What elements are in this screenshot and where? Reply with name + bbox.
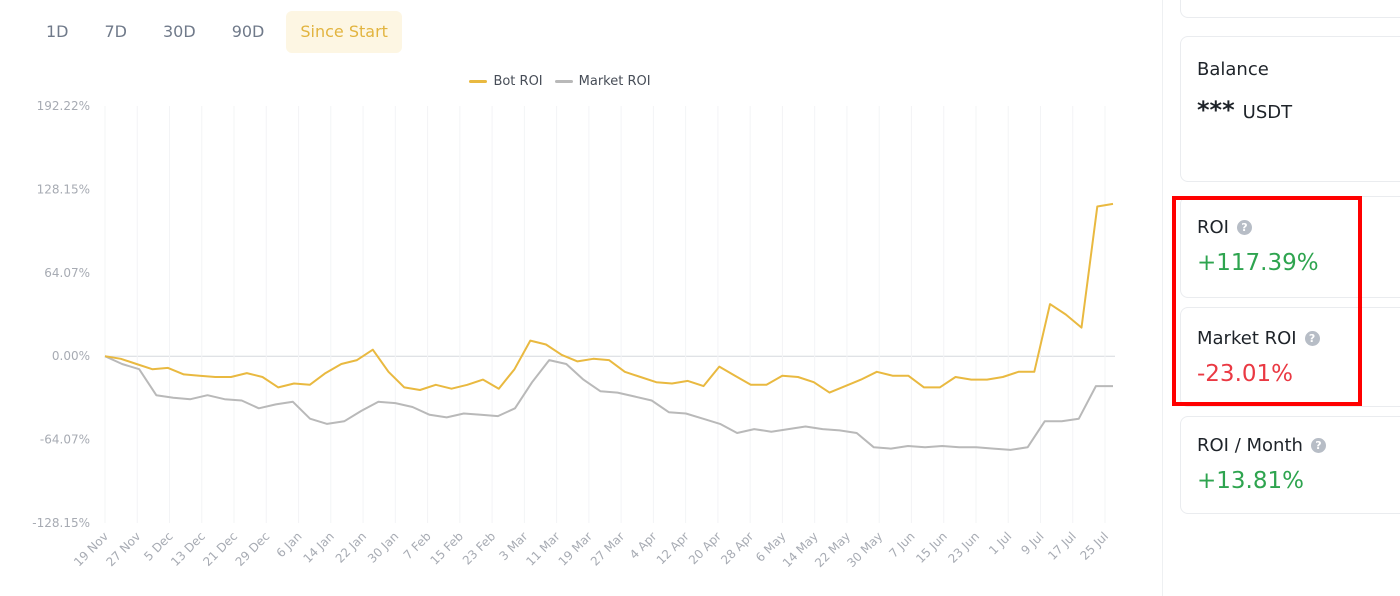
roi-month-label: ROI / Month <box>1197 435 1303 456</box>
x-tick-label: 11 Mar <box>523 529 562 568</box>
tab-90d[interactable]: 90D <box>231 22 265 41</box>
roi-card: ROI ? +117.39% <box>1180 196 1400 298</box>
highlight-box <box>1172 196 1362 406</box>
x-tick-label: 15 Jun <box>913 529 950 566</box>
x-tick-label: 30 Jan <box>365 529 401 565</box>
x-tick-label: 28 Apr <box>718 529 756 567</box>
market-roi-label: Market ROI <box>1197 328 1297 349</box>
x-tick-label: 29 Dec <box>233 529 273 569</box>
tab-7d[interactable]: 7D <box>104 22 128 41</box>
tab-30d[interactable]: 30D <box>163 22 196 41</box>
x-tick-label: 21 Dec <box>200 529 240 569</box>
x-tick-label: 13 Dec <box>168 529 208 569</box>
top-card-partial <box>1180 0 1400 18</box>
balance-value: *** USDT <box>1197 96 1400 124</box>
balance-unit: USDT <box>1242 102 1293 123</box>
x-tick-label: 30 May <box>844 529 885 570</box>
y-tick-label: 192.22% <box>37 99 90 113</box>
legend-market-label: Market ROI <box>578 74 651 89</box>
balance-card: Balance *** USDT <box>1180 36 1400 182</box>
tab-since-start[interactable]: Since Start <box>286 11 402 53</box>
x-tick-label: 14 Jan <box>300 529 336 565</box>
tab-1d[interactable]: 1D <box>46 22 69 41</box>
x-tick-label: 19 Mar <box>556 529 595 568</box>
legend-bot-label: Bot ROI <box>493 74 543 89</box>
legend-item-bot-roi[interactable]: Bot ROI <box>469 74 543 89</box>
market-roi-swatch <box>554 80 573 83</box>
help-icon[interactable]: ? <box>1304 331 1320 346</box>
bot-roi-line[interactable] <box>104 202 1114 394</box>
help-icon[interactable]: ? <box>1236 220 1252 235</box>
x-tick-label: 17 Jul <box>1045 529 1079 563</box>
x-tick-label: 1 Jul <box>986 529 1014 557</box>
side-divider <box>1162 0 1163 596</box>
roi-label: ROI <box>1197 217 1229 238</box>
roi-month-label-row: ROI / Month ? <box>1197 435 1400 456</box>
y-tick-label: 128.15% <box>37 182 90 196</box>
chart-legend: Bot ROI Market ROI <box>0 74 1120 89</box>
x-tick-label: 22 Jan <box>333 529 369 565</box>
chart-series <box>104 202 1114 451</box>
y-tick-label: 0.00% <box>52 349 90 363</box>
roi-label-row: ROI ? <box>1197 217 1400 238</box>
bot-roi-swatch <box>469 80 488 83</box>
balance-masked-amount: *** <box>1197 96 1235 124</box>
balance-label: Balance <box>1197 59 1269 80</box>
market-roi-value: -23.01% <box>1197 361 1293 387</box>
x-tick-label: 19 Nov <box>71 529 111 569</box>
y-tick-label: -64.07% <box>40 433 90 447</box>
x-tick-label: 23 Feb <box>460 529 498 567</box>
roi-month-value: +13.81% <box>1197 468 1304 494</box>
market-roi-card: Market ROI ? -23.01% <box>1180 307 1400 407</box>
x-tick-label: 27 Mar <box>588 529 627 568</box>
help-icon[interactable]: ? <box>1310 438 1326 453</box>
x-tick-label: 15 Feb <box>428 529 466 567</box>
chart-grid <box>104 106 1115 523</box>
x-tick-label: 12 Apr <box>654 529 692 567</box>
x-tick-label: 25 Jul <box>1077 529 1111 563</box>
y-axis: 192.22% 128.15% 64.07% 0.00% -64.07% -128.15% <box>32 99 90 530</box>
period-tabs: 1D 7D 30D 90D Since Start <box>32 11 402 53</box>
roi-line-chart[interactable]: 192.22% 128.15% 64.07% 0.00% -64.07% -128.15%… <box>0 90 1130 596</box>
market-roi-line[interactable] <box>104 355 1113 451</box>
x-tick-label: 27 Nov <box>103 529 143 569</box>
y-tick-label: 64.07% <box>44 266 90 280</box>
x-tick-label: 9 Jul <box>1018 529 1046 557</box>
roi-value: +117.39% <box>1197 250 1319 276</box>
roi-month-card: ROI / Month ? +13.81% <box>1180 416 1400 514</box>
y-tick-label: -128.15% <box>32 516 90 530</box>
x-tick-label: 23 Jun <box>945 529 982 566</box>
x-tick-label: 20 Apr <box>686 529 724 567</box>
market-roi-label-row: Market ROI ? <box>1197 328 1400 349</box>
legend-item-market-roi[interactable]: Market ROI <box>554 74 651 89</box>
